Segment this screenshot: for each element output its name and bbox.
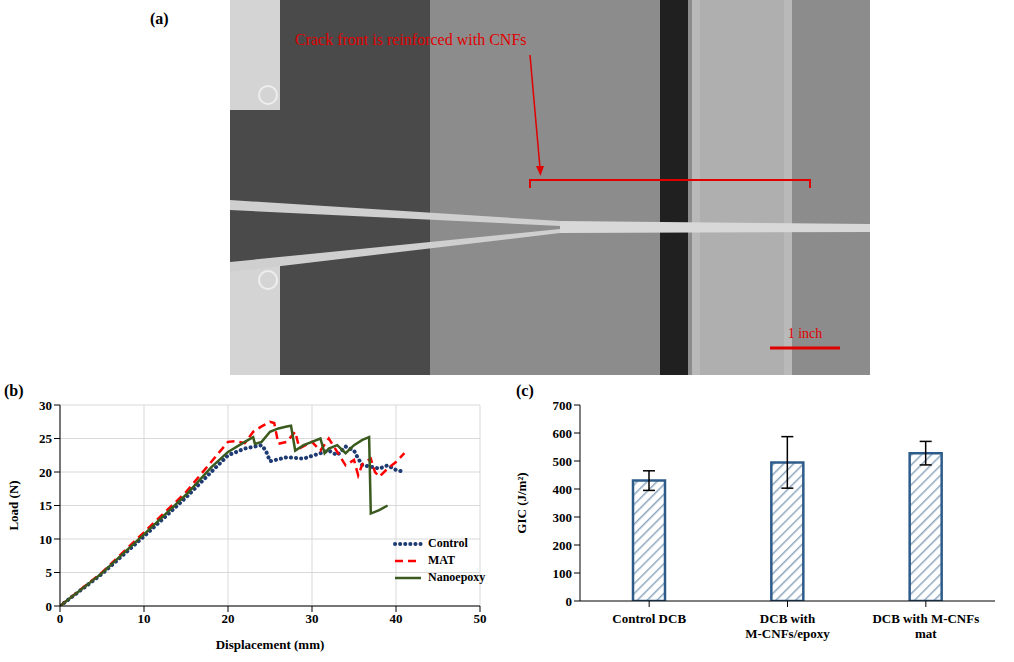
svg-text:400: 400 xyxy=(553,482,573,497)
svg-text:25: 25 xyxy=(39,431,53,446)
svg-text:DCB withM-CNFs/epoxy: DCB withM-CNFs/epoxy xyxy=(745,611,830,641)
svg-text:0: 0 xyxy=(57,611,64,626)
svg-text:20: 20 xyxy=(39,465,52,480)
svg-text:30: 30 xyxy=(39,398,52,413)
svg-text:Control DCB: Control DCB xyxy=(612,611,686,626)
svg-text:700: 700 xyxy=(553,398,573,413)
svg-text:5: 5 xyxy=(46,565,53,580)
svg-text:30: 30 xyxy=(306,611,319,626)
svg-text:100: 100 xyxy=(553,566,573,581)
svg-text:Crack front is reinforced with: Crack front is reinforced with CNFs xyxy=(295,31,527,48)
svg-text:200: 200 xyxy=(553,538,573,553)
svg-text:300: 300 xyxy=(553,510,573,525)
svg-text:GIC (J/m²): GIC (J/m²) xyxy=(514,472,529,533)
html-text:(c): (c) xyxy=(516,382,534,399)
svg-text:50: 50 xyxy=(474,611,487,626)
svg-text:15: 15 xyxy=(39,498,53,513)
svg-text:500: 500 xyxy=(553,454,573,469)
svg-text:20: 20 xyxy=(222,611,235,626)
svg-text:1 inch: 1 inch xyxy=(788,326,823,341)
html-text:MAT: MAT xyxy=(428,553,456,567)
svg-text:0: 0 xyxy=(46,599,53,614)
svg-text:0: 0 xyxy=(566,594,573,609)
svg-text:Load (N): Load (N) xyxy=(6,480,21,530)
html-text:(a): (a) xyxy=(150,10,169,27)
svg-text:10: 10 xyxy=(39,532,52,547)
svg-text:10: 10 xyxy=(138,611,151,626)
svg-text:Displacement (mm): Displacement (mm) xyxy=(216,637,325,652)
svg-text:40: 40 xyxy=(390,611,403,626)
html-text:Control: Control xyxy=(428,536,468,550)
svg-text:600: 600 xyxy=(553,426,573,441)
svg-text:DCB with M-CNFsmat: DCB with M-CNFsmat xyxy=(872,611,979,641)
html-text:(b): (b) xyxy=(4,382,24,399)
html-text:Nanoepoxy: Nanoepoxy xyxy=(428,570,486,584)
